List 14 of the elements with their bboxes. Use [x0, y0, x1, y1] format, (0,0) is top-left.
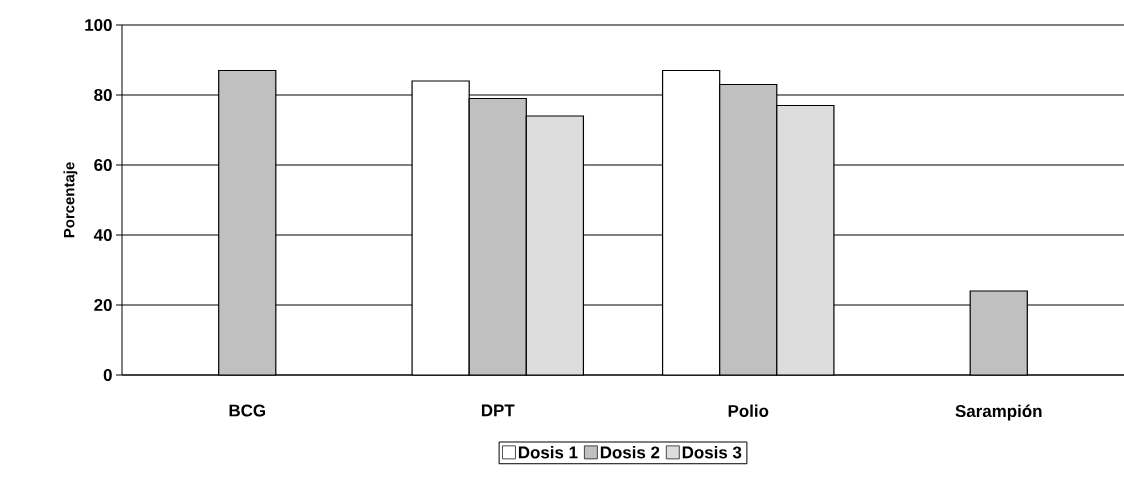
x-tick-label: DPT [481, 404, 515, 417]
y-tick-label: 60 [94, 159, 112, 171]
legend-label: Dosis 1 [518, 445, 578, 459]
legend-label: Dosis 2 [600, 445, 660, 459]
y-tick-label: 80 [94, 89, 112, 101]
y-tick-label: 20 [94, 299, 112, 311]
x-tick-label: BCG [229, 404, 266, 417]
y-tick-label: 100 [85, 19, 112, 31]
legend-label: Dosis 3 [682, 445, 742, 459]
y-axis-title: Porcentaje [63, 162, 78, 238]
y-tick-label: 40 [93, 229, 112, 241]
x-tick-label: Polio [728, 404, 769, 417]
x-tick-label: Sarampión [955, 404, 1042, 421]
y-tick-label: 0 [103, 369, 112, 381]
